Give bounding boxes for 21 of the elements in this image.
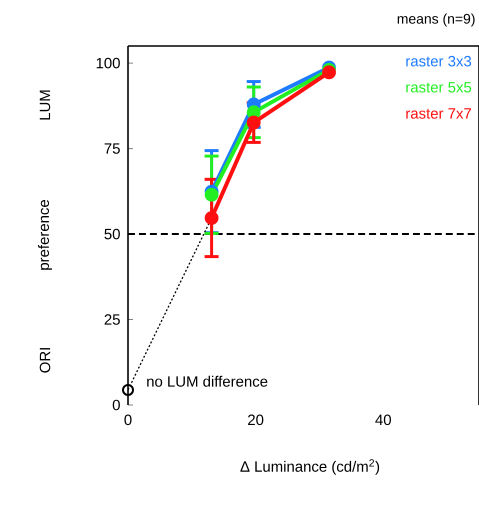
annotation: no LUM difference [147,376,268,387]
point [322,65,336,80]
y-tick-label: 25 [104,314,120,325]
y-axis-title: preference [38,200,52,270]
text: raster 3x3 [406,56,472,66]
x-tick-label: 40 [375,414,391,426]
x-tick-label: 0 [124,414,132,426]
x-axis-title: Δ Luminance (cd/m$^{2}$) [240,459,380,475]
text: raster 7x7 [406,108,472,119]
y-tick-label: 0 [112,400,120,410]
y-tick-label: 75 [104,143,120,154]
y-tick-label: 100 [96,58,120,68]
x-tick-label: 20 [248,414,264,426]
text: ORI [40,348,50,373]
text: raster 5x5 [406,82,472,93]
point [204,188,219,202]
point [246,116,261,130]
point [122,384,134,396]
text: means (n=9) [398,13,475,26]
text: LUM [40,90,50,120]
y-tick-label: 50 [104,228,120,240]
